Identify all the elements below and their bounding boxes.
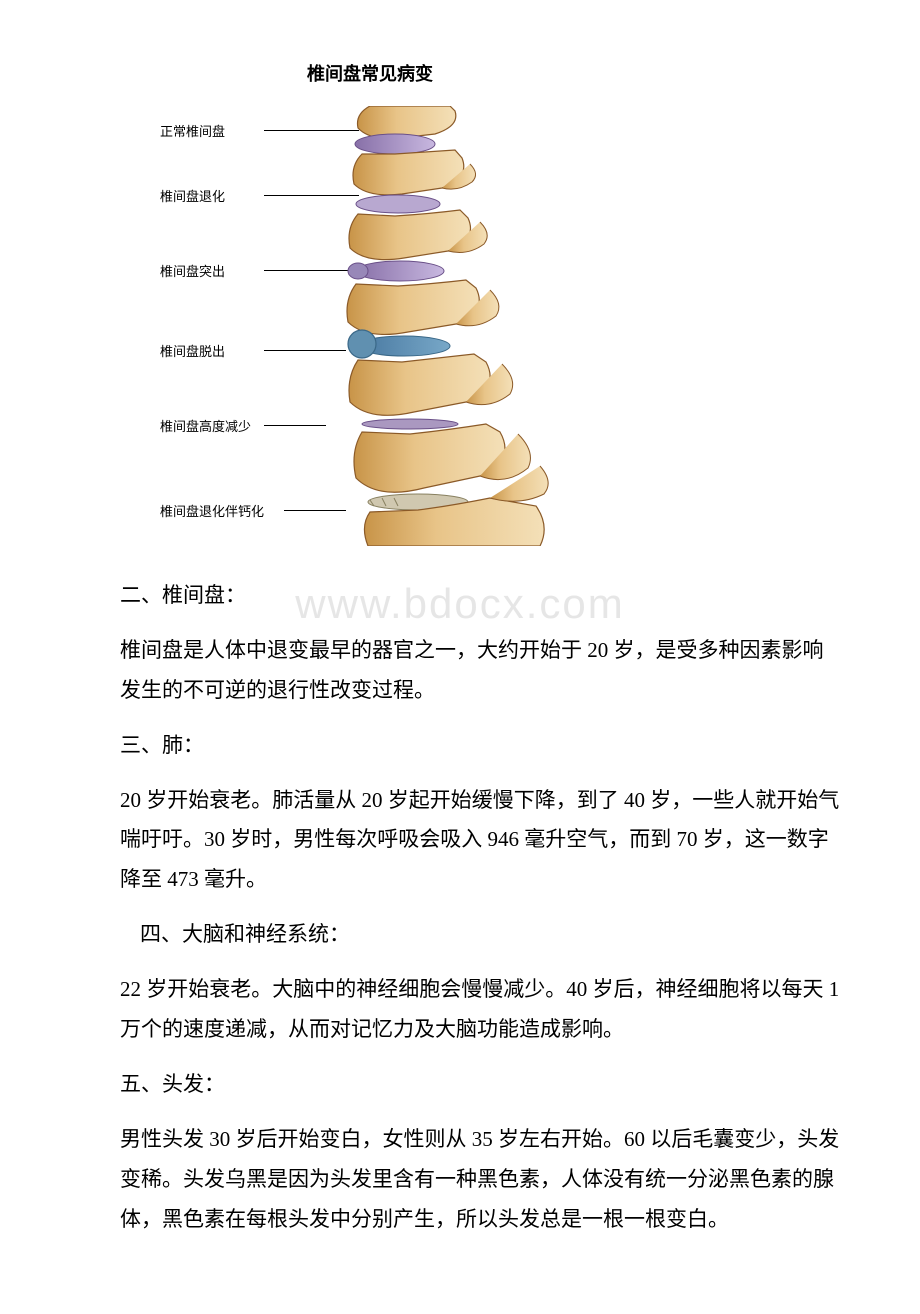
document-content: 二、椎间盘： 椎间盘是人体中退变最早的器官之一，大约开始于 20 岁，是受多种因… [80, 576, 840, 1239]
diagram-label: 椎间盘突出 [160, 261, 352, 280]
section-heading: 三、肺： [120, 726, 840, 766]
diagram-label: 椎间盘退化伴钙化 [160, 501, 346, 520]
spine-illustration [340, 106, 560, 546]
section-paragraph: 20 岁开始衰老。肺活量从 20 岁起开始缓慢下降，到了 40 岁，一些人就开始… [120, 781, 840, 901]
label-line [264, 270, 352, 271]
section-heading: 四、大脑和神经系统： [140, 915, 840, 955]
section-heading: 二、椎间盘： [120, 576, 840, 616]
diagram-label: 椎间盘高度减少 [160, 416, 326, 435]
label-line [264, 350, 346, 351]
diagram-body: 正常椎间盘 椎间盘退化 椎间盘突出 椎间盘脱出 椎间盘高度减少 椎间盘退化伴钙化 [160, 106, 580, 546]
diagram-label: 正常椎间盘 [160, 121, 359, 140]
label-calcification: 椎间盘退化伴钙化 [160, 501, 280, 520]
label-height-loss: 椎间盘高度减少 [160, 416, 260, 435]
spine-diagram: 椎间盘常见病变 正常椎间盘 椎间盘退化 椎间盘突出 椎间盘脱出 椎间盘高度减少 … [160, 60, 580, 546]
label-protrusion: 椎间盘突出 [160, 261, 260, 280]
diagram-label: 椎间盘退化 [160, 186, 359, 205]
diagram-title: 椎间盘常见病变 [160, 60, 580, 86]
section-paragraph: 男性头发 30 岁后开始变白，女性则从 35 岁左右开始。60 以后毛囊变少，头… [120, 1120, 840, 1240]
section-paragraph: 椎间盘是人体中退变最早的器官之一，大约开始于 20 岁，是受多种因素影响发生的不… [120, 631, 840, 711]
label-line [264, 425, 326, 426]
diagram-label: 椎间盘脱出 [160, 341, 346, 360]
label-normal-disc: 正常椎间盘 [160, 121, 260, 140]
label-herniation: 椎间盘脱出 [160, 341, 260, 360]
section-heading: 五、头发： [120, 1065, 840, 1105]
section-paragraph: 22 岁开始衰老。大脑中的神经细胞会慢慢减少。40 岁后，神经细胞将以每天 1 … [120, 970, 840, 1050]
label-degeneration: 椎间盘退化 [160, 186, 260, 205]
label-line [284, 510, 346, 511]
